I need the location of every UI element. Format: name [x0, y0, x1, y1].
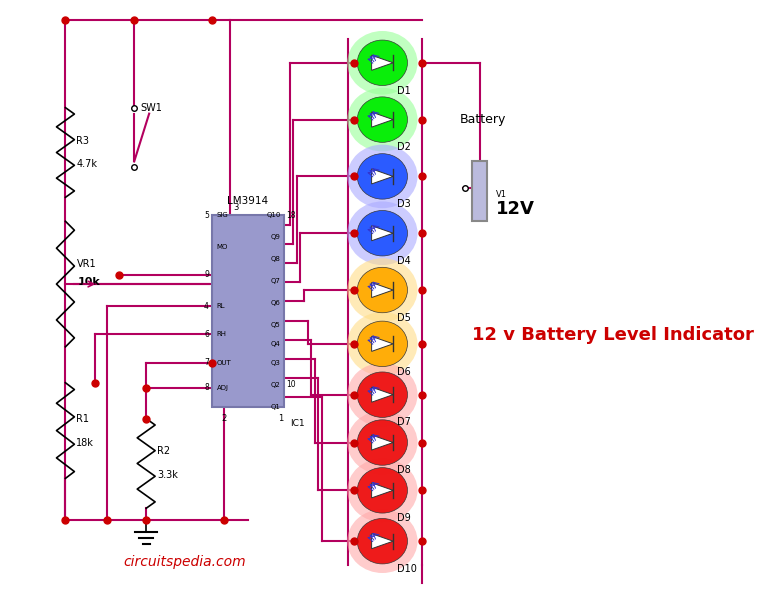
Text: IC1: IC1: [290, 419, 304, 428]
Polygon shape: [372, 336, 393, 352]
Ellipse shape: [357, 40, 407, 86]
Text: D9: D9: [397, 513, 411, 523]
Text: circuitspedia.com: circuitspedia.com: [123, 555, 246, 569]
Bar: [472, 161, 487, 221]
Text: D6: D6: [397, 367, 411, 377]
Ellipse shape: [347, 459, 417, 522]
Ellipse shape: [357, 97, 407, 142]
Text: D5: D5: [397, 313, 411, 323]
Text: 12V: 12V: [496, 200, 535, 218]
Polygon shape: [372, 533, 393, 549]
Text: V1: V1: [496, 190, 507, 199]
Polygon shape: [372, 55, 393, 71]
Text: R3: R3: [76, 136, 89, 145]
Polygon shape: [372, 225, 393, 241]
Text: Q6: Q6: [271, 300, 281, 306]
Ellipse shape: [357, 372, 407, 417]
Text: RH: RH: [217, 331, 227, 337]
Text: 9: 9: [204, 270, 209, 279]
Text: 5: 5: [204, 210, 209, 220]
Ellipse shape: [347, 88, 417, 151]
Text: Q9: Q9: [271, 234, 281, 240]
Polygon shape: [372, 282, 393, 298]
Text: RL: RL: [217, 303, 225, 309]
Text: Q10: Q10: [266, 212, 281, 218]
Text: VR1: VR1: [77, 259, 97, 269]
Text: D4: D4: [397, 256, 411, 266]
Text: OUT: OUT: [217, 360, 232, 366]
Text: 3.3k: 3.3k: [157, 471, 178, 480]
Text: D8: D8: [397, 465, 411, 475]
Ellipse shape: [347, 411, 417, 474]
Text: Q5: Q5: [271, 322, 281, 328]
Text: Q8: Q8: [271, 256, 281, 262]
Ellipse shape: [347, 509, 417, 573]
Text: R2: R2: [157, 447, 170, 456]
Polygon shape: [372, 483, 393, 498]
Ellipse shape: [347, 145, 417, 208]
Text: LM3914: LM3914: [227, 196, 268, 206]
Ellipse shape: [347, 363, 417, 426]
Text: 18: 18: [287, 210, 296, 220]
Ellipse shape: [347, 202, 417, 265]
Ellipse shape: [357, 210, 407, 256]
Text: Q2: Q2: [271, 382, 281, 388]
Text: R1: R1: [76, 414, 89, 423]
Text: Q7: Q7: [271, 278, 281, 284]
Text: SIG: SIG: [217, 212, 229, 218]
Text: 10k: 10k: [77, 277, 100, 287]
Polygon shape: [372, 387, 393, 402]
Text: Battery: Battery: [460, 112, 506, 126]
Text: 7: 7: [204, 358, 209, 367]
Ellipse shape: [347, 31, 417, 94]
Text: 12 v Battery Level Indicator: 12 v Battery Level Indicator: [472, 326, 754, 344]
Polygon shape: [372, 112, 393, 127]
FancyBboxPatch shape: [212, 215, 284, 407]
Text: ADJ: ADJ: [217, 385, 229, 391]
Text: D7: D7: [397, 417, 411, 428]
Text: Q1: Q1: [271, 404, 281, 410]
Text: D1: D1: [397, 86, 411, 96]
Text: 2: 2: [222, 414, 226, 423]
Polygon shape: [372, 169, 393, 184]
Text: Q4: Q4: [271, 341, 281, 347]
Text: 18k: 18k: [76, 438, 94, 447]
Text: 4.7k: 4.7k: [76, 160, 97, 169]
Text: D3: D3: [397, 199, 411, 209]
Ellipse shape: [347, 258, 417, 322]
Ellipse shape: [347, 312, 417, 376]
Text: D2: D2: [397, 142, 411, 152]
Text: SW1: SW1: [140, 103, 162, 112]
Ellipse shape: [357, 518, 407, 564]
Text: 10: 10: [287, 380, 296, 389]
Polygon shape: [372, 435, 393, 450]
Ellipse shape: [357, 154, 407, 199]
Text: Q3: Q3: [271, 360, 281, 366]
Ellipse shape: [357, 321, 407, 367]
Text: 1: 1: [278, 414, 283, 423]
Text: 4: 4: [204, 302, 209, 311]
Text: 8: 8: [204, 383, 209, 392]
Text: 6: 6: [204, 330, 209, 339]
Text: 3: 3: [233, 203, 239, 212]
Ellipse shape: [357, 468, 407, 513]
Text: D10: D10: [397, 564, 417, 574]
Text: MO: MO: [217, 243, 228, 249]
Ellipse shape: [357, 267, 407, 313]
Ellipse shape: [357, 420, 407, 465]
